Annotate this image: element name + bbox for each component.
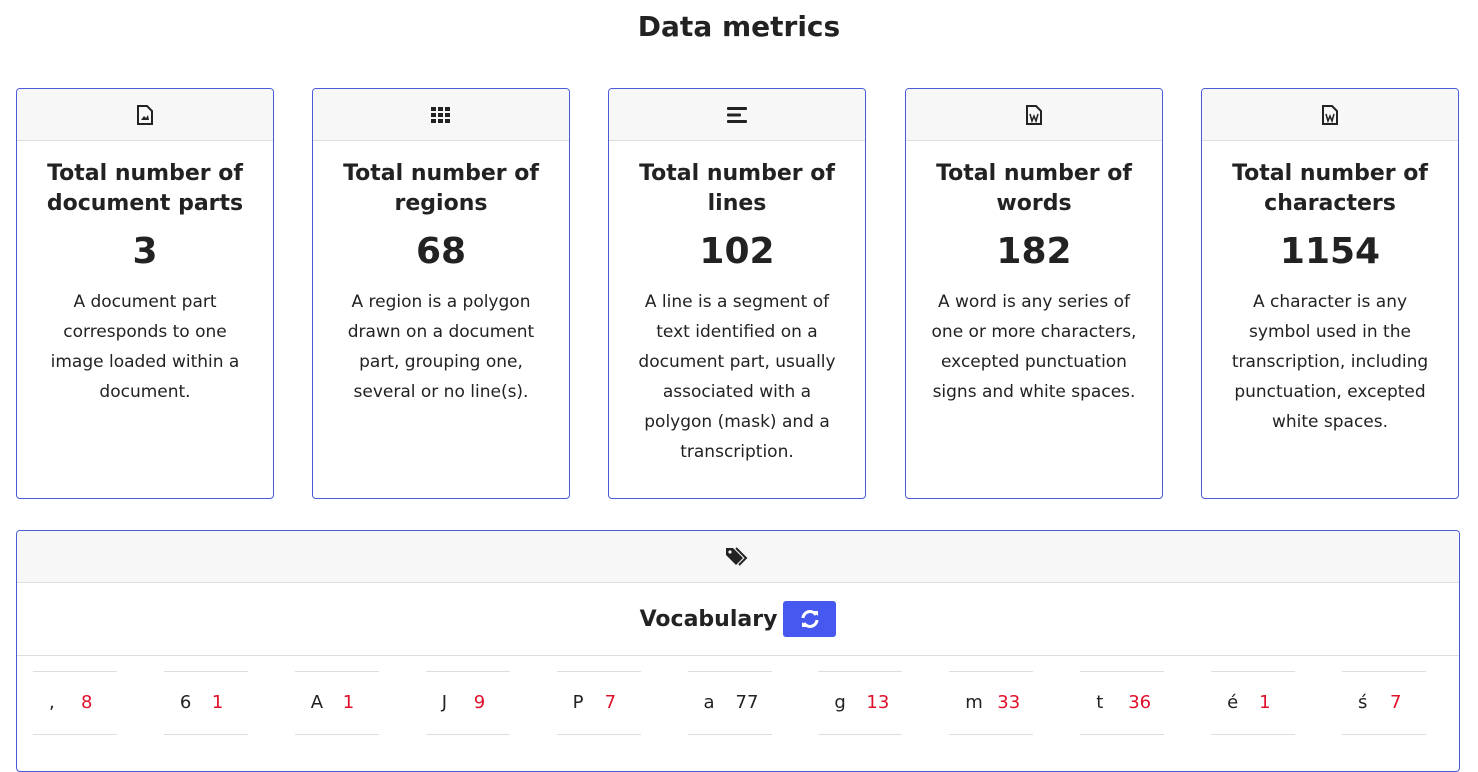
vocabulary-count: 13 (866, 692, 890, 713)
metric-title: Total number of characters (1232, 161, 1428, 216)
metric-card: Total number of characters 1154 A characte… (1201, 88, 1459, 499)
metric-description: A character is any symbol used in the tr… (1231, 292, 1429, 432)
metric-value: 1154 (1279, 231, 1381, 272)
vocabulary-count: 8 (81, 692, 93, 713)
card-icon (727, 106, 747, 123)
metric-description: A document part corresponds to one image… (50, 292, 240, 402)
metric-value: 68 (415, 231, 467, 272)
page-body: Data metrics Total number of document pa… (16, 10, 1460, 772)
card-icon (431, 106, 450, 123)
metric-card: Total number of words 182 A word is any se… (905, 88, 1163, 499)
card-header (313, 89, 569, 141)
metric-value: 3 (132, 231, 158, 272)
vocabulary-count: 1 (342, 692, 355, 713)
vocabulary-char: 6 (179, 692, 192, 713)
vocabulary-char: m (965, 692, 983, 713)
vocabulary-item: m 33 (949, 671, 1034, 735)
card-header (609, 89, 865, 141)
page: Data metrics {"header": {"title": "Data … (16, 10, 1460, 772)
refresh-icon (801, 610, 819, 628)
vocabulary-count: 1 (1259, 692, 1271, 713)
vocabulary-count: 9 (473, 692, 486, 713)
card-header (1202, 89, 1458, 141)
vocabulary-title: Vocabulary (639, 606, 778, 632)
vocabulary-header: Vocabulary (17, 583, 1459, 656)
metric-title: Total number of document parts (46, 161, 244, 216)
vocabulary-char: ś (1358, 692, 1368, 713)
metric-title: Total number of regions (343, 161, 539, 216)
card-header (17, 531, 1459, 583)
metric-value: 102 (699, 231, 775, 272)
vocabulary-count: 1 (211, 692, 224, 713)
vocabulary-count: 7 (1390, 692, 1402, 713)
vocabulary-char: P (572, 692, 584, 713)
metric-card: Total number of regions 68 A region is a p… (312, 88, 570, 499)
refresh-button[interactable] (783, 601, 837, 637)
tags-icon (726, 546, 748, 566)
vocabulary-card: Vocabulary , 8 6 1 A 1 J 9 P 7 a 77 g 13 m 33 t 36 é 1 ś 7 (16, 530, 1460, 772)
card-header (17, 89, 273, 141)
vocabulary-char: J (441, 692, 447, 713)
vocabulary-char: , (49, 692, 55, 713)
metric-value: 182 (996, 231, 1072, 272)
vocabulary-char: A (310, 692, 324, 713)
vocabulary-char: t (1096, 692, 1104, 713)
vocabulary-item: a 77 (687, 671, 772, 735)
vocabulary-count: 7 (604, 692, 617, 713)
vocabulary-char: a (703, 692, 715, 713)
metric-card: Total number of lines 102 A line is a segm… (608, 88, 866, 499)
card-icon (1026, 104, 1042, 125)
metric-description: A line is a segment of text identified o… (638, 292, 836, 462)
vocabulary-item: t 36 (1080, 671, 1165, 735)
metric-card: Total number of document parts 3 A documen… (16, 88, 274, 499)
metric-description: A word is any series of one or more char… (931, 292, 1137, 402)
card-icon (137, 104, 153, 125)
vocabulary-item: ,8 (33, 671, 117, 735)
vocabulary-char: g (834, 692, 846, 713)
vocabulary-count: 36 (1128, 692, 1152, 713)
metric-title: Total number of words (936, 161, 1132, 216)
metric-title: Total number of lines (639, 161, 835, 216)
vocabulary-count: 77 (735, 692, 759, 713)
card-header (906, 89, 1162, 141)
vocabulary-count: 33 (997, 692, 1021, 713)
vocabulary-item: g 13 (818, 671, 903, 735)
card-icon (1322, 104, 1338, 125)
vocabulary-char: é (1227, 692, 1239, 713)
metric-description: A region is a polygon drawn on a documen… (347, 292, 535, 402)
page-title: Data metrics (637, 10, 841, 43)
